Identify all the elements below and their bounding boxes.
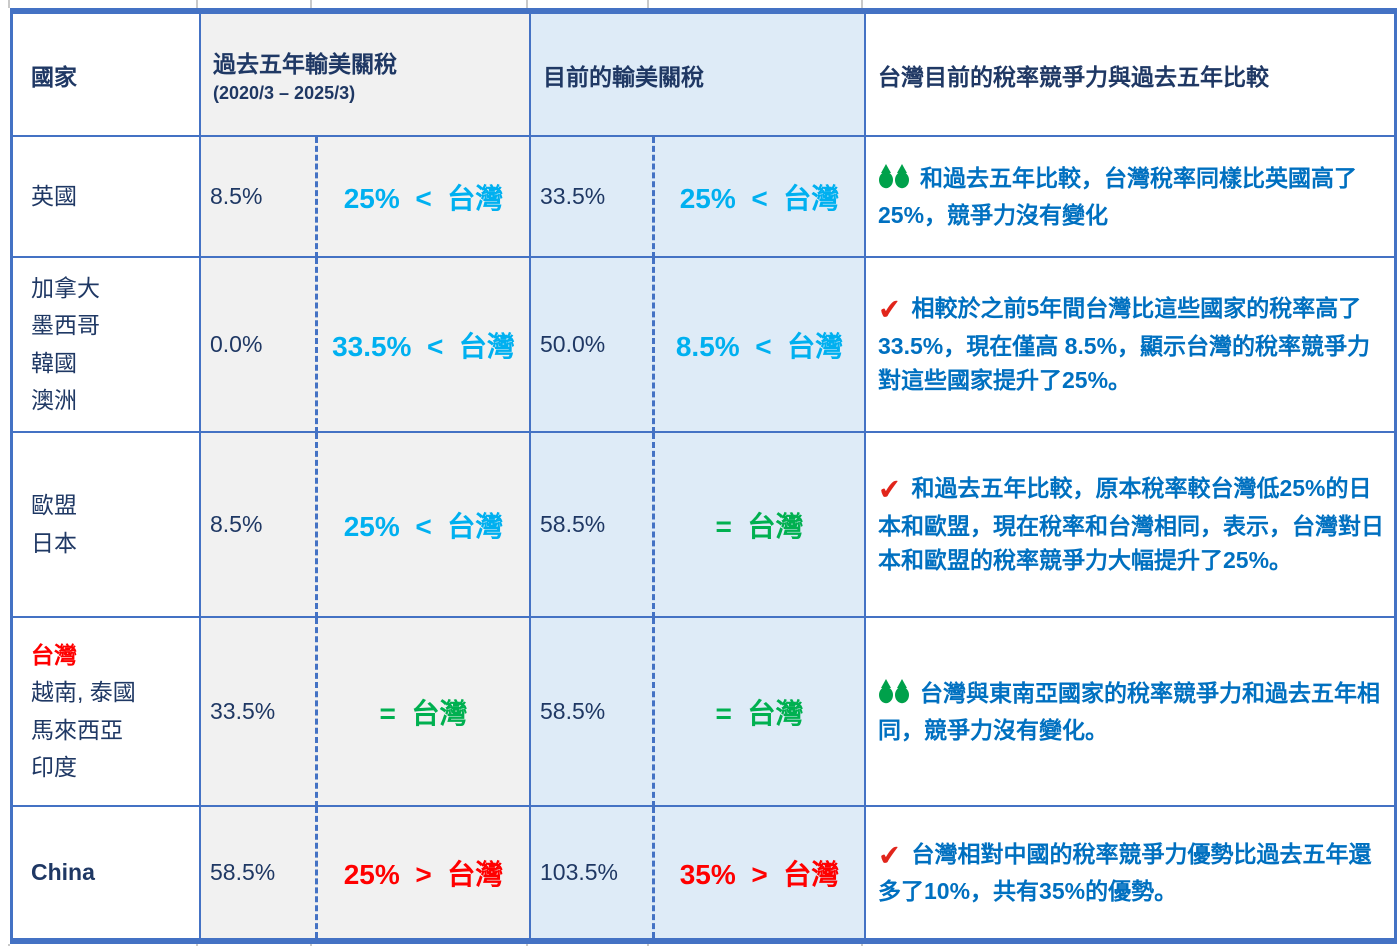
comment-cell: 和過去五年比較，台灣稅率同樣比英國高了25%，競爭力沒有變化 — [866, 137, 1394, 258]
country-name: 墨西哥 — [31, 312, 100, 339]
country-name: China — [31, 858, 95, 885]
gridline-stub — [310, 0, 312, 8]
past-compare-cell: 25% > 台灣 — [315, 807, 531, 938]
comment-cell: ✔ 相較於之前5年間台灣比這些國家的稅率高了33.5%，現在僅高 8.5%，顯示台… — [866, 258, 1394, 433]
country-name: 越南, 泰國 — [31, 679, 136, 706]
header-past-tariff: 過去五年輸美關稅 (2020/3 – 2025/3) — [201, 14, 531, 137]
gridline-stub — [196, 0, 198, 8]
tariff-comparison-table: 國家 過去五年輸美關稅 (2020/3 – 2025/3) 目前的輸美關稅 台灣… — [10, 8, 1397, 944]
gridline-stub — [647, 0, 649, 8]
country-cell: 英國 — [13, 137, 201, 258]
country-name: 韓國 — [31, 349, 77, 376]
country-cell: China — [13, 807, 201, 938]
current-compare-cell: 25% < 台灣 — [652, 137, 866, 258]
header-competitiveness: 台灣目前的稅率競爭力與過去五年比較 — [866, 14, 1394, 137]
past-rate-cell: 58.5% — [201, 807, 315, 938]
current-compare-cell: = 台灣 — [652, 433, 866, 618]
gridline-stub — [196, 944, 198, 946]
country-cell: 歐盟 日本 — [13, 433, 201, 618]
country-name: 加拿大 — [31, 275, 100, 301]
header-past-title: 過去五年輸美關稅 — [213, 51, 397, 77]
past-compare-cell: 25% < 台灣 — [315, 137, 531, 258]
past-rate-cell: 8.5% — [201, 137, 315, 258]
current-rate-cell: 58.5% — [531, 433, 652, 618]
country-name: 澳洲 — [31, 386, 77, 413]
current-rate-cell: 58.5% — [531, 618, 652, 807]
country-name: 日本 — [31, 529, 77, 556]
past-rate-cell: 8.5% — [201, 433, 315, 618]
country-name: 馬來西亞 — [31, 716, 123, 743]
current-compare-cell: 8.5% < 台灣 — [652, 258, 866, 433]
header-past-subtitle: (2020/3 – 2025/3) — [213, 83, 356, 103]
past-compare-cell: 25% < 台灣 — [315, 433, 531, 618]
comment-text: 和過去五年比較，原本稅率較台灣低25%的日本和歐盟，現在稅率和台灣相同，表示，台… — [878, 475, 1384, 574]
comment-cell: 台灣與東南亞國家的稅率競爭力和過去五年相同，競爭力沒有變化。 — [866, 618, 1394, 807]
gridline-stub — [526, 944, 528, 946]
comment-cell: ✔ 和過去五年比較，原本稅率較台灣低25%的日本和歐盟，現在稅率和台灣相同，表示，… — [866, 433, 1394, 618]
country-name: 英國 — [31, 182, 77, 209]
comment-text: 台灣相對中國的稅率競爭力優勢比過去五年還多了10%，共有35%的優勢。 — [878, 840, 1372, 905]
comment-cell: ✔ 台灣相對中國的稅率競爭力優勢比過去五年還多了10%，共有35%的優勢。 — [866, 807, 1394, 938]
gridline-stub — [8, 0, 10, 8]
comment-text: 和過去五年比較，台灣稅率同樣比英國高了25%，競爭力沒有變化 — [878, 164, 1357, 229]
current-compare-cell: 35% > 台灣 — [652, 807, 866, 938]
past-compare-cell: = 台灣 — [315, 618, 531, 807]
comment-text: 台灣與東南亞國家的稅率競爭力和過去五年相同，競爭力沒有變化。 — [878, 679, 1380, 744]
current-rate-cell: 33.5% — [531, 137, 652, 258]
country-cell: 加拿大墨西哥韓國澳洲 — [13, 258, 201, 433]
gridline-stub — [861, 0, 863, 8]
scales-icon — [878, 678, 910, 714]
header-country: 國家 — [13, 14, 201, 137]
country-name: 台灣 — [31, 642, 77, 668]
country-cell: 台灣越南, 泰國 馬來西亞印度 — [13, 618, 201, 807]
current-compare-cell: = 台灣 — [652, 618, 866, 807]
gridline-stub — [861, 944, 863, 946]
gridline-stub — [310, 944, 312, 946]
gridline-stub — [8, 944, 10, 946]
checkmark-icon: ✔ — [876, 293, 903, 327]
gridline-stub — [647, 944, 649, 946]
comment-text: 相較於之前5年間台灣比這些國家的稅率高了33.5%，現在僅高 8.5%，顯示台灣… — [878, 295, 1371, 394]
current-rate-cell: 50.0% — [531, 258, 652, 433]
checkmark-icon: ✔ — [876, 838, 903, 872]
past-rate-cell: 33.5% — [201, 618, 315, 807]
country-name: 歐盟 — [31, 492, 77, 519]
checkmark-icon: ✔ — [876, 473, 903, 507]
scales-icon — [878, 163, 910, 199]
header-current-tariff: 目前的輸美關稅 — [531, 14, 866, 137]
country-name: 印度 — [31, 753, 77, 780]
gridline-stub — [526, 0, 528, 8]
past-compare-cell: 33.5% < 台灣 — [315, 258, 531, 433]
past-rate-cell: 0.0% — [201, 258, 315, 433]
current-rate-cell: 103.5% — [531, 807, 652, 938]
